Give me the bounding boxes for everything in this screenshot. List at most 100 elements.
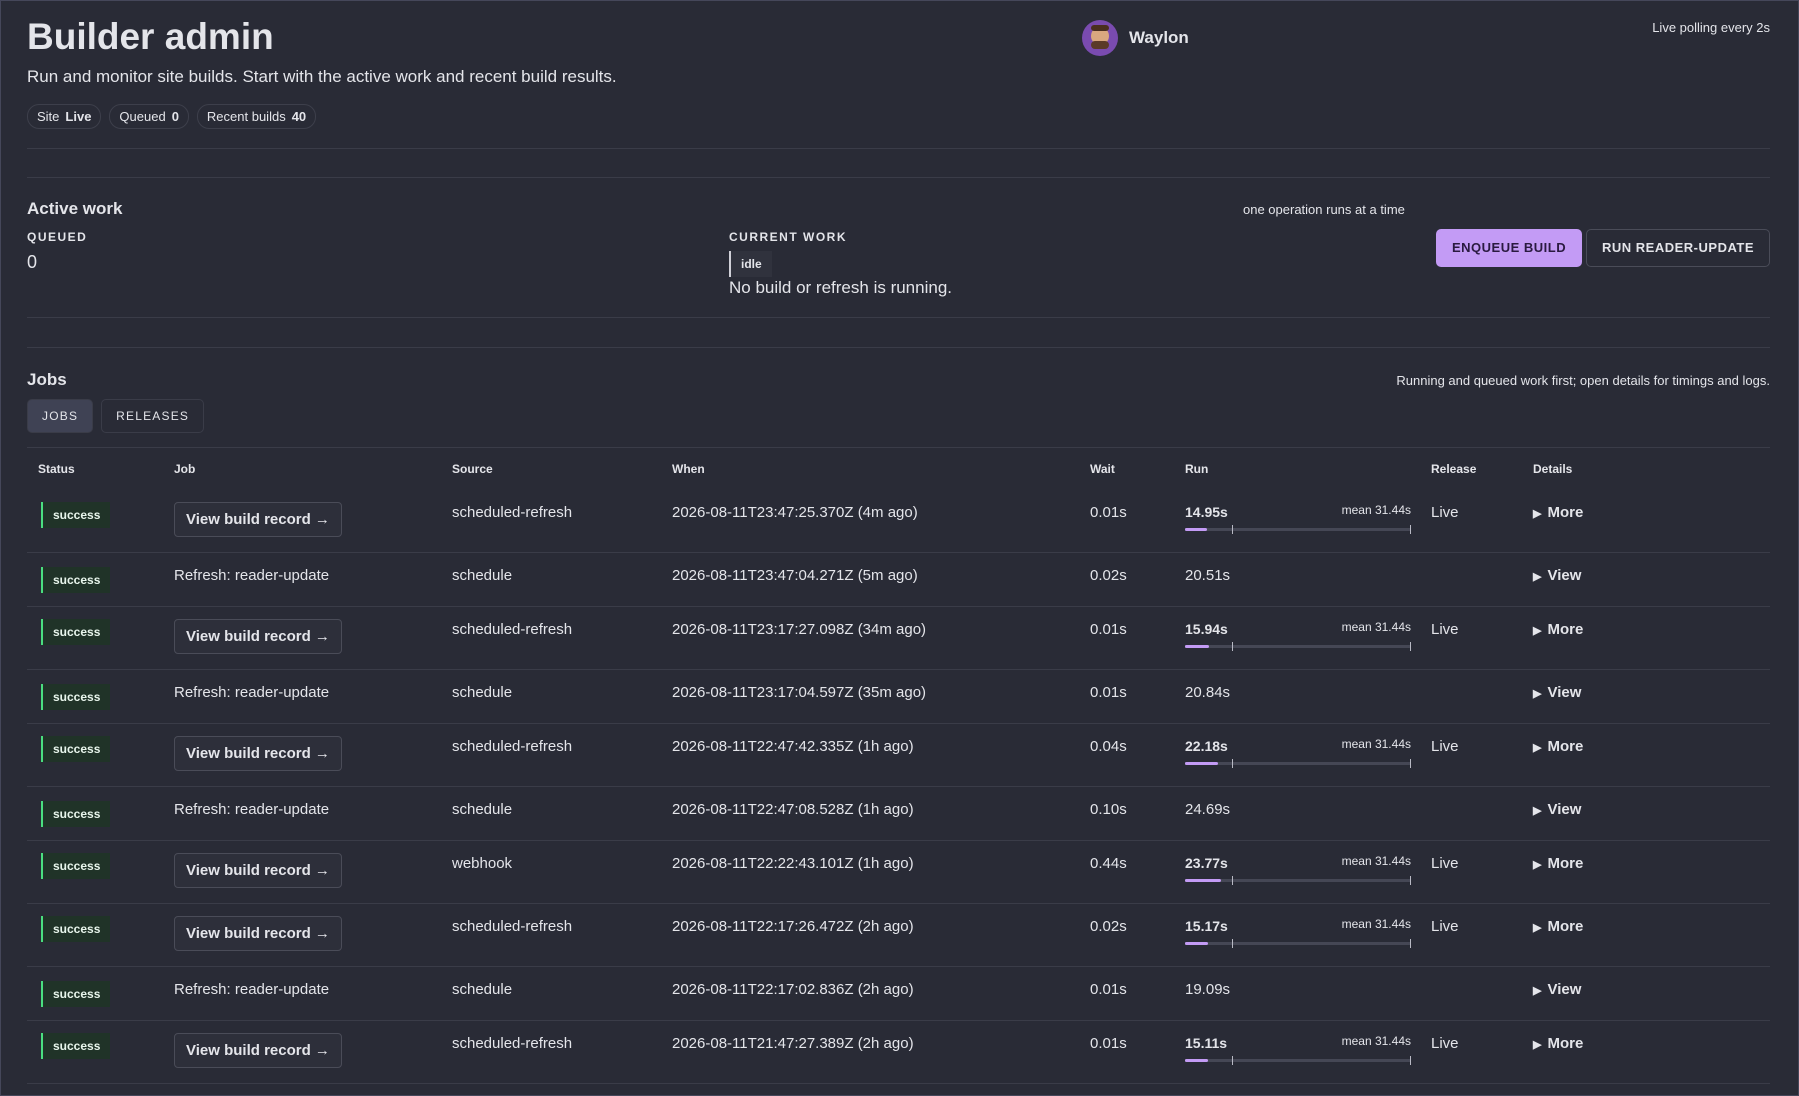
pill-label: Queued [119,109,166,124]
wait: 0.04s [1090,738,1127,755]
details-toggle[interactable]: ▶ More [1533,1035,1583,1052]
source: schedule [452,801,513,818]
details-label: View [1547,567,1582,584]
run-time: 20.51s [1185,567,1231,584]
view-build-button[interactable]: View build record → [174,619,342,654]
details-label: View [1547,801,1582,818]
status-badge: success [41,853,111,879]
view-build-button[interactable]: View build record → [174,1033,342,1068]
job-name: Refresh: reader-update [174,684,330,701]
run-time: 15.11s [1185,1035,1228,1051]
release: Live [1431,1035,1459,1052]
run-mean: mean 31.44s [1341,854,1411,868]
details-toggle[interactable]: ▶ More [1533,855,1583,872]
wait: 0.01s [1090,684,1127,701]
job-row: success Refresh: reader-update schedule 202… [27,670,1770,724]
when: 2026-08-11T22:22:43.101Z (1h ago) [672,855,914,872]
mean-tick [1232,939,1234,948]
status-badge: success [41,801,111,827]
mean-tick [1232,1056,1234,1065]
pills: Site Live Queued 0 Recent builds 40 [27,104,324,129]
status-badge: success [41,1033,111,1059]
status-badge: success [41,684,111,710]
user-name[interactable]: Waylon [1129,28,1189,47]
job-name: Refresh: reader-update [174,567,330,584]
details-label: More [1547,918,1584,935]
wait: 0.02s [1090,567,1127,584]
enqueue-button[interactable]: ENQUEUE BUILD [1436,229,1583,267]
view-build-button[interactable]: View build record → [174,853,342,888]
run-track [1185,759,1411,768]
when: 2026-08-11T23:47:04.271Z (5m ago) [672,567,918,584]
track-end [1410,876,1411,885]
release: Live [1431,621,1459,638]
release: Live [1431,918,1459,935]
view-build-button[interactable]: View build record → [174,916,342,951]
column-header: Job [174,462,196,476]
run-track [1185,939,1411,948]
page-title: Builder admin [27,16,274,57]
caret: ▶ [1533,859,1542,871]
note: Running and queued work first; open deta… [1396,373,1770,388]
tab[interactable]: JOBS [27,399,94,433]
run-time: 15.17s [1185,918,1228,934]
source: schedule [452,981,513,998]
details-toggle[interactable]: ▶ More [1533,621,1583,638]
note: one operation runs at a time [1243,202,1405,217]
run-track [1185,876,1411,885]
run-time: 23.77s [1185,855,1228,871]
tabs: JOBS RELEASES [27,399,212,433]
details-toggle[interactable]: ▶ More [1533,738,1583,755]
when: 2026-08-11T23:47:25.370Z (4m ago) [672,504,918,521]
source: schedule [452,567,513,584]
mean-tick [1232,876,1234,885]
run-update-button[interactable]: RUN READER-UPDATE [1586,229,1770,267]
queued-value: 0 [27,252,38,272]
subtitle: Run and monitor site builds. Start with … [27,67,617,86]
details-toggle[interactable]: ▶ View [1533,801,1581,818]
tab[interactable]: RELEASES [101,399,205,433]
details-toggle[interactable]: ▶ View [1533,567,1581,584]
avatar[interactable] [1081,19,1119,57]
run-time: 24.69s [1185,801,1231,818]
pill: Queued 0 [109,104,189,129]
section-title: Active work [27,199,123,218]
status-badge: success [41,502,111,528]
run-mean: mean 31.44s [1341,620,1411,634]
mean-tick [1232,642,1234,651]
current-message: No build or refresh is running. [729,278,953,297]
run-track [1185,525,1411,534]
job-row: success Refresh: reader-update schedule 202… [27,967,1770,1021]
when: 2026-08-11T22:17:02.836Z (2h ago) [672,981,914,998]
job-row: success View build record → scheduled-refr… [27,724,1770,787]
source: scheduled-refresh [452,738,573,755]
job-name: Refresh: reader-update [174,801,330,818]
wait: 0.02s [1090,918,1127,935]
details-label: More [1547,1035,1584,1052]
view-build-button[interactable]: View build record → [174,502,342,537]
details-toggle[interactable]: ▶ More [1533,504,1583,521]
when: 2026-08-11T23:17:27.098Z (34m ago) [672,621,927,638]
view-build-button[interactable]: View build record → [174,736,342,771]
status-badge: success [41,619,111,645]
pill: Site Live [27,104,102,129]
when: 2026-08-11T23:17:04.597Z (35m ago) [672,684,927,701]
details-toggle[interactable]: ▶ More [1533,918,1583,935]
pill-label: Site [37,109,60,124]
current-label: CURRENT WORK [729,230,847,244]
source: scheduled-refresh [452,504,573,521]
details-label: More [1547,504,1584,521]
source: scheduled-refresh [452,621,573,638]
run-time: 19.09s [1185,981,1231,998]
job-row: success Refresh: reader-update schedule 202… [27,787,1770,841]
column-header: Run [1185,462,1209,476]
run-time: 14.95s [1185,504,1228,520]
track-end [1410,939,1411,948]
details-toggle[interactable]: ▶ View [1533,981,1581,998]
details-toggle[interactable]: ▶ View [1533,684,1581,701]
wait: 0.44s [1090,855,1127,872]
job-row: success Refresh: reader-update schedule 202… [27,553,1770,607]
column-header: Status [38,462,75,476]
pill: Recent builds 40 [196,104,317,129]
run-mean: mean 31.44s [1341,917,1411,931]
